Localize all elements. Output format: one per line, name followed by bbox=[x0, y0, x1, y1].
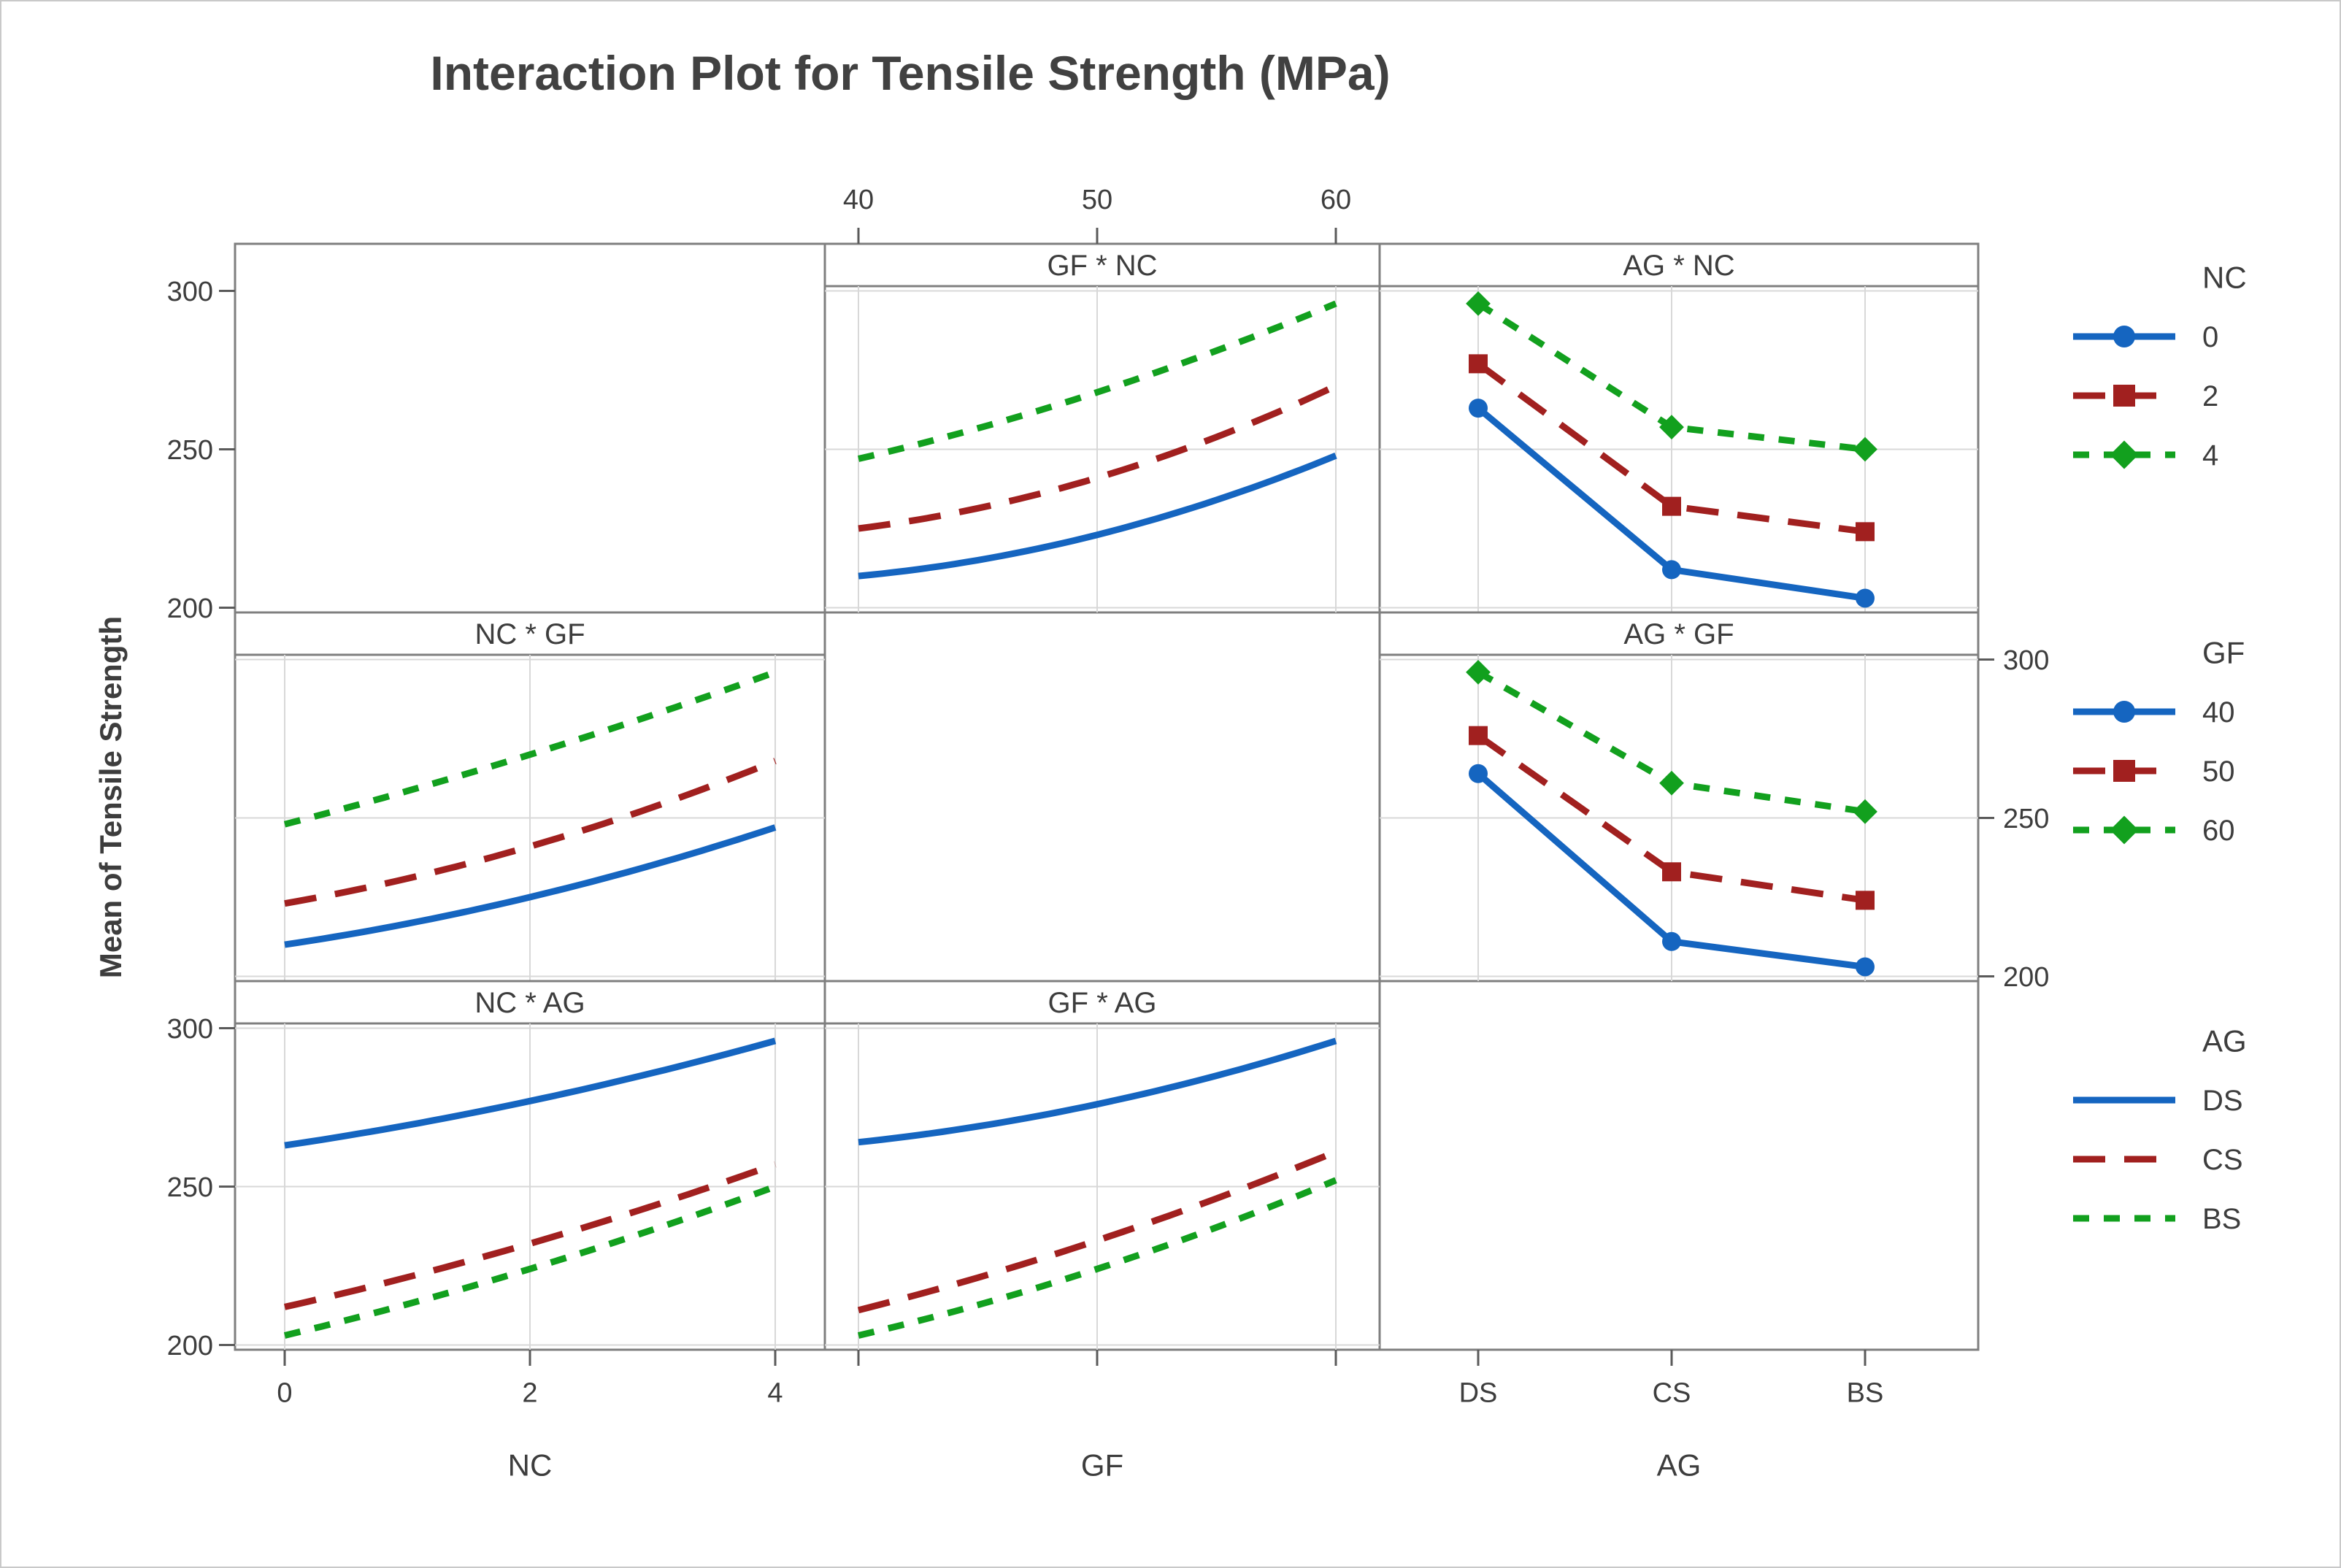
y-tick-label: 200 bbox=[2003, 962, 2049, 993]
x-axis-title-nc: NC bbox=[508, 1448, 553, 1483]
panel-ag-gf: AG * GF bbox=[1378, 611, 1980, 983]
series-line-50 bbox=[284, 758, 777, 907]
x-tick-label-bottom: CS bbox=[1653, 1377, 1691, 1408]
panel-nc-gf: NC * GF bbox=[234, 611, 826, 983]
legend-entry-label: 0 bbox=[2202, 321, 2218, 353]
marker-circle bbox=[1856, 588, 1875, 608]
marker-square bbox=[2113, 385, 2135, 407]
marker-square bbox=[1856, 522, 1875, 542]
legend-entry-label: 2 bbox=[2202, 380, 2218, 412]
series-line-60 bbox=[283, 669, 777, 828]
marker-diamond bbox=[1466, 291, 1491, 316]
series-line-2 bbox=[1476, 361, 1866, 535]
marker-circle bbox=[1662, 560, 1681, 580]
series-line-DS bbox=[284, 1037, 777, 1149]
panel-gf-nc: GF * NC bbox=[823, 242, 1381, 614]
y-tick-label: 250 bbox=[167, 1172, 213, 1203]
marker-diamond bbox=[2110, 815, 2139, 845]
series-line-40 bbox=[284, 824, 777, 948]
panel-title-bar bbox=[1378, 242, 1980, 288]
marker-circle bbox=[1662, 931, 1681, 951]
panel-title-bar bbox=[234, 980, 826, 1025]
legend-entry-label: 40 bbox=[2202, 696, 2235, 729]
series-line-CS bbox=[857, 1148, 1337, 1314]
series-line-50 bbox=[1476, 733, 1866, 904]
marker-diamond bbox=[1853, 799, 1877, 824]
y-tick-label: 200 bbox=[167, 593, 213, 624]
y-tick-label: 250 bbox=[167, 435, 213, 466]
x-tick-label-top: 40 bbox=[843, 185, 874, 215]
series-line-BS bbox=[283, 1183, 777, 1339]
marker-square bbox=[2113, 760, 2135, 782]
panel-title: AG * NC bbox=[1623, 250, 1734, 282]
panel-title: GF * NC bbox=[1047, 250, 1157, 282]
series-line-2 bbox=[858, 383, 1337, 532]
panel-nc-ag: NC * AG bbox=[234, 980, 826, 1351]
legend-title: NC bbox=[2202, 261, 2247, 295]
legend-nc: NC 0 2 4 bbox=[2073, 261, 2247, 472]
x-tick-label-top: 50 bbox=[1082, 185, 1112, 215]
panel-title: NC * AG bbox=[474, 987, 585, 1019]
x-tick-label-bottom: 0 bbox=[277, 1377, 292, 1408]
series-line-CS bbox=[284, 1161, 777, 1310]
series-line-4 bbox=[857, 300, 1337, 462]
legend-entry-label: CS bbox=[2202, 1144, 2243, 1176]
marker-square bbox=[1469, 726, 1488, 745]
legend-entry-label: BS bbox=[2202, 1203, 2241, 1235]
x-axis-title-gf: GF bbox=[1081, 1448, 1123, 1483]
empty-panel bbox=[1378, 980, 1980, 1351]
axes: 300 250 200 300 250 200 300 250 200 40 50 60 0 2 4 NC GF… bbox=[167, 185, 2050, 1483]
panel-ag-nc: AG * NC bbox=[1378, 242, 1980, 614]
marker-circle bbox=[2113, 326, 2135, 347]
x-tick-label-top: 60 bbox=[1321, 185, 1351, 215]
marker-diamond bbox=[1659, 770, 1684, 796]
plot-title: Interaction Plot for Tensile Strength (M… bbox=[430, 46, 1391, 100]
panel-title-bar bbox=[823, 242, 1381, 288]
panel-title: GF * AG bbox=[1048, 987, 1157, 1019]
legend-title: AG bbox=[2202, 1024, 2247, 1058]
y-tick-label: 200 bbox=[167, 1331, 213, 1361]
y-tick-label: 250 bbox=[2003, 804, 2049, 834]
marker-circle bbox=[2113, 701, 2135, 723]
legend-entry-label: 50 bbox=[2202, 756, 2235, 788]
marker-diamond bbox=[1853, 437, 1877, 462]
x-tick-label-bottom: DS bbox=[1459, 1377, 1498, 1408]
panel-title-bar bbox=[1378, 611, 1980, 656]
empty-panel bbox=[823, 611, 1381, 983]
marker-square bbox=[1856, 891, 1875, 910]
legend-entry-label: DS bbox=[2202, 1085, 2243, 1117]
series-line-DS bbox=[858, 1037, 1337, 1146]
series-line-BS bbox=[857, 1177, 1337, 1339]
empty-panel bbox=[234, 242, 826, 614]
panel-gf-ag: GF * AG bbox=[823, 980, 1381, 1351]
panel-title: AG * GF bbox=[1623, 618, 1734, 650]
marker-diamond bbox=[1466, 659, 1491, 685]
legend-ag: AG DS CS BS bbox=[2073, 1024, 2247, 1235]
legend-gf: GF 40 50 60 bbox=[2073, 636, 2245, 847]
marker-square bbox=[1469, 354, 1488, 374]
y-tick-label: 300 bbox=[167, 1014, 213, 1045]
marker-square bbox=[1662, 862, 1681, 882]
marker-diamond bbox=[1659, 415, 1684, 440]
marker-circle bbox=[1469, 399, 1488, 418]
x-tick-label-bottom: BS bbox=[1847, 1377, 1884, 1408]
x-tick-label-bottom: 2 bbox=[522, 1377, 537, 1408]
panel-title-bar bbox=[823, 980, 1381, 1025]
panel-title: NC * GF bbox=[474, 618, 585, 650]
legend-title: GF bbox=[2202, 636, 2245, 670]
legend-entry-label: 60 bbox=[2202, 815, 2235, 847]
series-line-0 bbox=[858, 453, 1337, 580]
y-tick-label: 300 bbox=[167, 277, 213, 307]
x-axis-title-ag: AG bbox=[1657, 1448, 1702, 1483]
marker-circle bbox=[1469, 764, 1488, 783]
marker-square bbox=[1662, 496, 1681, 516]
x-tick-label-bottom: 4 bbox=[767, 1377, 783, 1408]
legend-entry-label: 4 bbox=[2202, 439, 2218, 472]
marker-circle bbox=[1856, 957, 1875, 977]
marker-diamond bbox=[2110, 440, 2139, 469]
y-tick-label: 300 bbox=[2003, 645, 2049, 676]
